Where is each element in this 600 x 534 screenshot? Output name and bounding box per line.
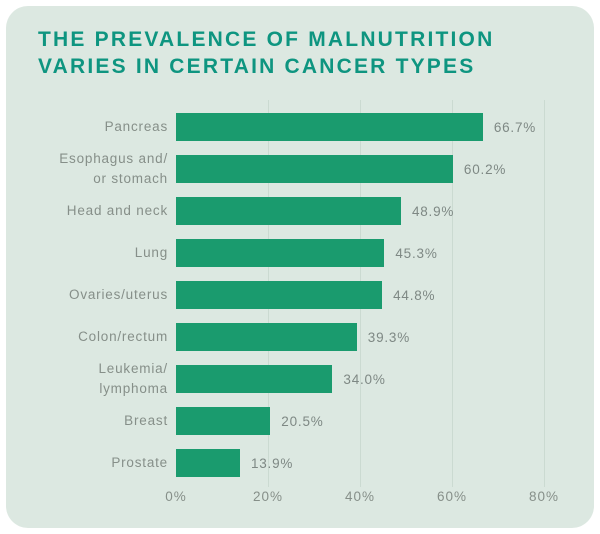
category-label-line: Leukemia/ bbox=[98, 361, 168, 376]
chart-title-line2: VARIES IN CERTAIN CANCER TYPES bbox=[38, 55, 476, 78]
bar-chart: Pancreas 66.7% Esophagus and/or stomach 60.… bbox=[6, 6, 594, 528]
bar-ovaries-uterus bbox=[176, 281, 383, 309]
value-label: 34.0% bbox=[343, 371, 386, 387]
category-label-line: Colon/rectum bbox=[78, 329, 168, 344]
bar-breast bbox=[176, 407, 271, 435]
category-label: Head and neck bbox=[6, 190, 168, 232]
category-label: Leukemia/lymphoma bbox=[6, 358, 168, 400]
bar-lung bbox=[176, 239, 385, 267]
bar-colon-rectum bbox=[176, 323, 357, 351]
category-label-line: Prostate bbox=[111, 455, 168, 470]
bar-pancreas bbox=[176, 113, 483, 141]
x-axis-tick-label: 80% bbox=[528, 489, 560, 504]
x-axis-tick-label: 40% bbox=[344, 489, 376, 504]
value-label: 60.2% bbox=[463, 161, 507, 177]
category-label-line: Ovaries/uterus bbox=[69, 287, 168, 302]
category-label-line: Esophagus and/ bbox=[59, 151, 168, 166]
category-label-line: lymphoma bbox=[99, 381, 168, 396]
x-axis-tick-label: 60% bbox=[436, 489, 468, 504]
category-label: Colon/rectum bbox=[6, 316, 168, 358]
category-label: Esophagus and/or stomach bbox=[6, 148, 168, 190]
gridline-80-percent bbox=[544, 100, 545, 487]
category-label: Prostate bbox=[6, 442, 168, 484]
value-label: 13.9% bbox=[250, 455, 294, 471]
bar-esophagus-and-or-stomach bbox=[176, 155, 453, 183]
category-label-line: Pancreas bbox=[104, 119, 168, 134]
value-label: 44.8% bbox=[393, 287, 436, 303]
bar-leukemia-lymphoma bbox=[176, 365, 333, 393]
value-label: 48.9% bbox=[411, 203, 455, 219]
category-label: Lung bbox=[6, 232, 168, 274]
bar-prostate bbox=[176, 449, 240, 477]
category-label-line: or stomach bbox=[93, 171, 168, 186]
value-label: 39.3% bbox=[367, 329, 411, 345]
value-label: 20.5% bbox=[281, 413, 324, 429]
category-label: Pancreas bbox=[6, 106, 168, 148]
category-label-line: Breast bbox=[124, 413, 168, 428]
chart-title: THE PREVALENCE OF MALNUTRITION VARIES IN… bbox=[38, 26, 494, 80]
value-label: 45.3% bbox=[395, 245, 438, 261]
category-label-line: Lung bbox=[134, 245, 168, 260]
infographic-card: THE PREVALENCE OF MALNUTRITION VARIES IN… bbox=[6, 6, 594, 528]
x-axis-tick-label: 0% bbox=[165, 489, 187, 504]
category-label: Ovaries/uterus bbox=[6, 274, 168, 316]
gridline-60-percent bbox=[452, 100, 453, 487]
chart-title-line1: THE PREVALENCE OF MALNUTRITION bbox=[38, 28, 495, 51]
category-label: Breast bbox=[6, 400, 168, 442]
x-axis-tick-label: 20% bbox=[252, 489, 284, 504]
value-label: 66.7% bbox=[493, 119, 537, 135]
category-label-line: Head and neck bbox=[66, 203, 168, 218]
bar-head-and-neck bbox=[176, 197, 401, 225]
